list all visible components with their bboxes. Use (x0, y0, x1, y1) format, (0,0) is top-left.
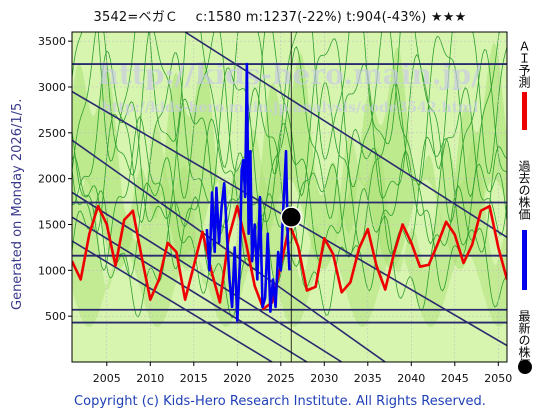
plot-frame (71, 31, 508, 363)
series-layer (72, 32, 507, 362)
x-tick-label: 2050 (484, 372, 512, 385)
green-band-line (72, 46, 507, 224)
green-band-line (72, 81, 507, 247)
legend-dot-icon (518, 360, 532, 374)
watermark-layer: http://kids-hero.main.jp/ http://kids-he… (99, 58, 483, 116)
y-tick-label: 1500 (38, 219, 66, 232)
y-tick-label: 3500 (38, 35, 66, 48)
x-tick-label: 2045 (441, 372, 469, 385)
y-tick-label: 2000 (38, 173, 66, 186)
x-tick-label: 2015 (180, 372, 208, 385)
trend-line (72, 191, 343, 362)
green-band-line (72, 32, 500, 199)
x-tick-label: 2030 (310, 372, 338, 385)
legend-swatch (522, 92, 527, 130)
x-tick-label: 2035 (354, 372, 382, 385)
y-tick-label: 1000 (38, 264, 66, 277)
legend-swatch (522, 230, 527, 290)
legend-label: 過去の株価 (517, 160, 531, 220)
y-tick-label: 2500 (38, 127, 66, 140)
green-band-line (72, 185, 507, 319)
y-tick-label: 3000 (38, 81, 66, 94)
watermark-url-analysis: http://kids-hero.main.jp/analysis/code35… (102, 100, 479, 116)
x-tick-label: 2010 (136, 372, 164, 385)
watermark-url: http://kids-hero.main.jp/ (99, 58, 483, 91)
legend-label: ＡＩ予測 (517, 40, 531, 88)
x-tick-label: 2005 (93, 372, 121, 385)
trend-line (72, 240, 273, 362)
chart-title: 3542=ベガＣ c:1580 m:1237(-22%) t:904(-43%)… (93, 10, 467, 25)
trend-line (184, 32, 507, 239)
trend-lines-layer (72, 32, 507, 362)
copyright-footer: Copyright (c) Kids-Hero Research Institu… (74, 394, 486, 409)
legend-label: 最新の株価 (517, 310, 531, 370)
past-price-line (205, 62, 291, 323)
green-band-line (72, 32, 507, 175)
x-tick-label: 2020 (223, 372, 251, 385)
latest-price-marker (280, 206, 302, 228)
y-tick-label: 500 (45, 310, 66, 323)
x-tick-label: 2025 (267, 372, 295, 385)
x-tick-label: 2040 (397, 372, 425, 385)
axes-layer: 2005 2010 2015 2020 2025 2030 2035 2040 2045 2050… (38, 35, 512, 385)
